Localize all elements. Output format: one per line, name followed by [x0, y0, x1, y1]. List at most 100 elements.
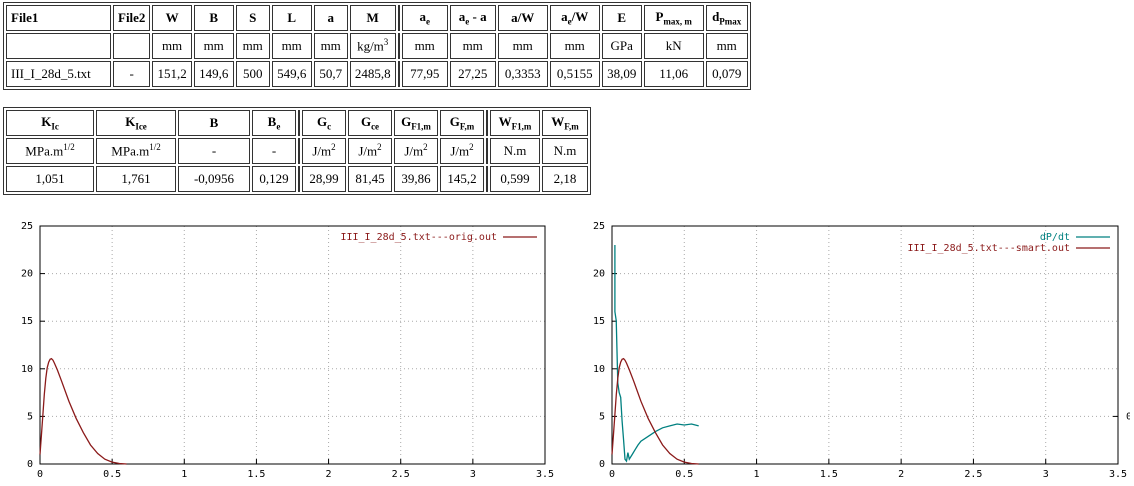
- col-header-be: Be: [252, 110, 296, 136]
- col-header-kice: KIce: [96, 110, 176, 136]
- value-cell: 39,86: [394, 166, 438, 192]
- x-tick-label: 2.5: [392, 469, 410, 480]
- x-tick-label: 0: [609, 469, 615, 480]
- value-cell: 0,079: [705, 61, 748, 87]
- unit-cell: mm: [152, 33, 192, 59]
- unit-cell: GPa: [601, 33, 642, 59]
- value-cell: 145,2: [440, 166, 484, 192]
- x-tick-label: 2.5: [964, 469, 982, 480]
- unit-cell: mm: [235, 33, 270, 59]
- y-tick-label: 15: [21, 316, 33, 327]
- col-header-gc: Gc: [302, 110, 346, 136]
- y-tick-label: 0: [599, 459, 605, 470]
- x-tick-label: 1: [181, 469, 187, 480]
- value-cell: 1,761: [96, 166, 176, 192]
- plot-frame: [611, 225, 1119, 465]
- col-header-kic: KIc: [6, 110, 94, 136]
- table2-units-row: MPa.m1/2 MPa.m1/2 - - J/m2 J/m2 J/m2 J/m…: [6, 138, 588, 164]
- y-tick-label: 25: [593, 221, 605, 232]
- value-cell: 77,95: [401, 61, 448, 87]
- col-header-gce: Gce: [348, 110, 392, 136]
- unit-cell: N.m: [542, 138, 588, 164]
- col-header-a: a: [313, 5, 348, 31]
- value-cell: 2,18: [542, 166, 588, 192]
- col-header-file1: File1: [6, 5, 111, 31]
- unit-cell: J/m2: [440, 138, 484, 164]
- col-header-gfm: GF,m: [440, 110, 484, 136]
- legend-label: dP/dt: [1040, 232, 1070, 243]
- col-header-wf1m: WF1,m: [490, 110, 540, 136]
- x-tick-label: 1: [754, 469, 760, 480]
- column-separator: [298, 166, 300, 192]
- x-tick-label: 3: [470, 469, 476, 480]
- col-header-ae-over-w: ae/W: [549, 5, 600, 31]
- y-tick-label: 20: [21, 269, 33, 280]
- x-tick-label: 1.5: [820, 469, 838, 480]
- column-separator: [486, 138, 488, 164]
- unit-cell: J/m2: [348, 138, 392, 164]
- results-table-2: KIc KIce B Be Gc Gce GF1,m GF,m WF1,m WF…: [3, 107, 591, 195]
- x-tick-label: 3: [1043, 469, 1049, 480]
- col-header-m: M: [349, 5, 396, 31]
- load-displacement-plot-smart: 0 0.5 1 1.5 2 2.5 3 3.5 0 5 10 15 20 25 0 dP/dtIII_I_28…: [593, 221, 1130, 480]
- unit-cell: N.m: [490, 138, 540, 164]
- table2-header-row: KIc KIce B Be Gc Gce GF1,m GF,m WF1,m WF…: [6, 110, 588, 136]
- unit-cell: J/m2: [302, 138, 346, 164]
- col-header-e: E: [601, 5, 642, 31]
- unit-cell-kice: MPa.m1/2: [96, 138, 176, 164]
- unit-cell: mm: [271, 33, 312, 59]
- col-header-b: B: [178, 110, 250, 136]
- unit-cell-m: kg/m3: [349, 33, 396, 59]
- table2-values-row: 1,051 1,761 -0,0956 0,129 28,99 81,45 39…: [6, 166, 588, 192]
- col-header-file2: File2: [113, 5, 151, 31]
- col-header-gf1m: GF1,m: [394, 110, 438, 136]
- unit-cell: -: [252, 138, 296, 164]
- value-cell: 149,6: [193, 61, 234, 87]
- value-cell: 2485,8: [349, 61, 396, 87]
- value-cell: 0,129: [252, 166, 296, 192]
- col-header-w: W: [152, 5, 192, 31]
- unit-cell: [113, 33, 151, 59]
- unit-cell: mm: [497, 33, 548, 59]
- col-header-l: L: [271, 5, 312, 31]
- series-line: [611, 357, 699, 465]
- y-tick-label: 25: [21, 221, 33, 232]
- x-tick-label: 1.5: [247, 469, 265, 480]
- column-separator: [397, 61, 400, 87]
- y-tick-label: 15: [593, 316, 605, 327]
- series-line: [614, 245, 699, 463]
- x-tick-label: 3.5: [536, 469, 554, 480]
- unit-cell: J/m2: [394, 138, 438, 164]
- column-separator: [298, 110, 300, 136]
- value-cell: 0,599: [490, 166, 540, 192]
- value-cell: 81,45: [348, 166, 392, 192]
- unit-cell: mm: [705, 33, 748, 59]
- y-tick-label: 0: [27, 459, 33, 470]
- x-tick-label: 0.5: [103, 469, 121, 480]
- unit-cell: mm: [401, 33, 448, 59]
- x-tick-label: 2: [898, 469, 904, 480]
- value-cell: 1,051: [6, 166, 94, 192]
- x-tick-label: 0: [37, 469, 43, 480]
- unit-cell: mm: [549, 33, 600, 59]
- results-table-1: File1 File2 W B S L a M ae ae - a a/W ae…: [3, 2, 751, 90]
- col-header-s: S: [235, 5, 270, 31]
- column-separator: [397, 33, 400, 59]
- col-header-a-over-w: a/W: [497, 5, 548, 31]
- value-cell: 27,25: [449, 61, 496, 87]
- unit-cell: -: [178, 138, 250, 164]
- value-cell: 38,09: [601, 61, 642, 87]
- table1-header-row: File1 File2 W B S L a M ae ae - a a/W ae…: [6, 5, 748, 31]
- col-header-dpmax: dPmax: [705, 5, 748, 31]
- plot-frame: [39, 225, 546, 465]
- value-cell: 151,2: [152, 61, 192, 87]
- y-tick-label: 10: [21, 364, 33, 375]
- column-separator: [298, 138, 300, 164]
- y-tick-label: 10: [593, 364, 605, 375]
- y-tick-label: 20: [593, 269, 605, 280]
- series-line: [39, 357, 127, 465]
- value-cell: 549,6: [271, 61, 312, 87]
- x-tick-label: 2: [326, 469, 332, 480]
- value-cell: 0,3353: [497, 61, 548, 87]
- col-header-b: B: [193, 5, 234, 31]
